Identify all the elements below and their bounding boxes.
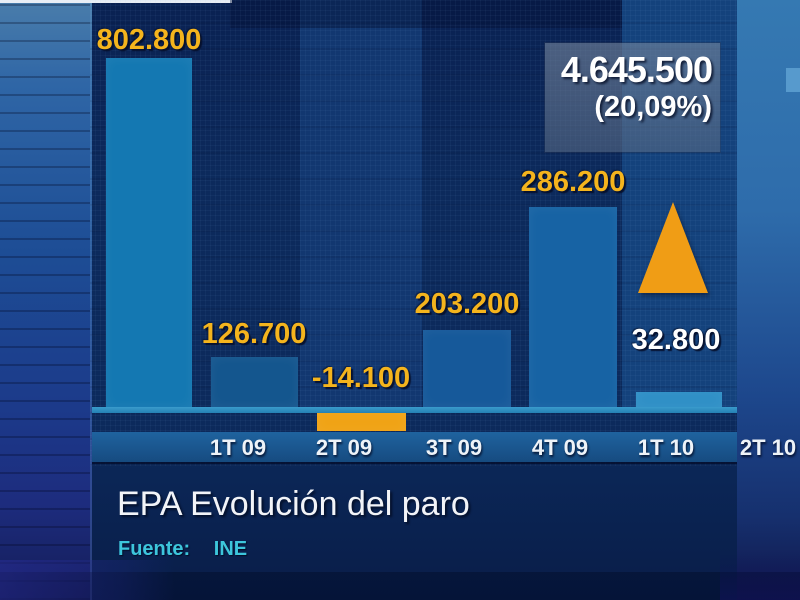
background-left-band [0, 0, 92, 600]
background-right-band [737, 0, 800, 600]
top-white-edge [0, 0, 232, 3]
source-label: Fuente: [118, 538, 191, 560]
source-value: INE [213, 538, 248, 560]
tick-label-2t10: 2T 10 [739, 435, 797, 460]
bottom-right-corner-shade [720, 550, 800, 600]
x-axis-tick-band: 1T 09 2T 09 3T 09 4T 09 1T 10 2T 10 [92, 432, 796, 462]
value-label-1t09: 802.800 [96, 24, 202, 56]
bar-3t09-negative [317, 413, 406, 431]
background-accent-square [786, 68, 800, 92]
tick-label-2t09: 2T 09 [315, 435, 373, 460]
bottom-left-corner-glow [0, 560, 175, 600]
bar-4t09 [423, 330, 511, 407]
tick-label-4t09: 4T 09 [531, 435, 589, 460]
value-label-2t10: 32.800 [631, 324, 721, 356]
value-label-2t09: 126.700 [201, 318, 307, 350]
source-line: Fuente: INE [118, 538, 247, 561]
bar-1t09 [106, 58, 192, 407]
value-label-4t09: 203.200 [414, 288, 520, 320]
total-value: 4.645.500 [560, 49, 713, 90]
tick-label-1t09: 1T 09 [209, 435, 267, 460]
bar-2t09 [211, 357, 298, 407]
value-label-3t09: -14.100 [311, 362, 411, 394]
background-column-3t09 [300, 0, 422, 413]
value-label-1t10: 286.200 [520, 166, 626, 198]
bar-1t10 [529, 207, 617, 407]
chart-title: EPA Evolución del paro [117, 485, 470, 523]
top-dark-block [230, 0, 622, 28]
x-axis-baseline [92, 407, 737, 413]
bar-2t10 [636, 392, 722, 407]
up-triangle-icon [638, 202, 708, 293]
total-percent: (20,09%) [594, 91, 712, 124]
tick-label-1t10: 1T 10 [637, 435, 695, 460]
tick-label-3t09: 3T 09 [425, 435, 483, 460]
total-annotation-box: 4.645.500 (20,09%) [545, 43, 720, 152]
